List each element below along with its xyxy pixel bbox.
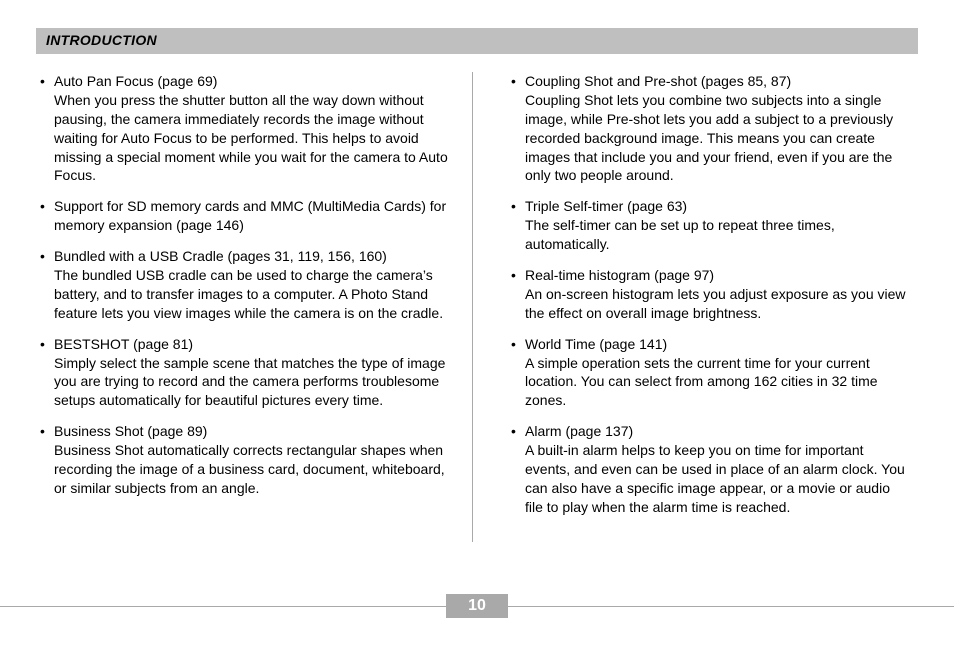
right-column: Coupling Shot and Pre-shot (pages 85, 87… xyxy=(479,72,909,552)
page-footer: 10 xyxy=(0,594,954,618)
feature-body: The self-timer can be set up to repeat t… xyxy=(525,216,909,254)
feature-title: Alarm (page 137) xyxy=(525,423,633,439)
feature-body: Coupling Shot lets you combine two subje… xyxy=(525,91,909,185)
section-header-title: INTRODUCTION xyxy=(46,32,157,48)
feature-title: Coupling Shot and Pre-shot (pages 85, 87… xyxy=(525,73,791,89)
list-item: Alarm (page 137) A built-in alarm helps … xyxy=(511,422,909,516)
feature-title: BESTSHOT (page 81) xyxy=(54,336,193,352)
feature-title: Business Shot (page 89) xyxy=(54,423,207,439)
list-item: World Time (page 141) A simple operation… xyxy=(511,335,909,411)
feature-body: A simple operation sets the current time… xyxy=(525,354,909,411)
column-divider xyxy=(472,72,473,542)
feature-title: World Time (page 141) xyxy=(525,336,667,352)
list-item: Triple Self-timer (page 63) The self-tim… xyxy=(511,197,909,254)
feature-title: Triple Self-timer (page 63) xyxy=(525,198,687,214)
feature-body: Business Shot automatically corrects rec… xyxy=(54,441,448,498)
page-container: INTRODUCTION Auto Pan Focus (page 69) Wh… xyxy=(0,0,954,646)
feature-title: Real-time histogram (page 97) xyxy=(525,267,714,283)
feature-list-left: Auto Pan Focus (page 69) When you press … xyxy=(40,72,448,498)
feature-list-right: Coupling Shot and Pre-shot (pages 85, 87… xyxy=(511,72,909,517)
feature-body: The bundled USB cradle can be used to ch… xyxy=(54,266,448,323)
list-item: Auto Pan Focus (page 69) When you press … xyxy=(40,72,448,185)
list-item: Real-time histogram (page 97) An on-scre… xyxy=(511,266,909,323)
list-item: Support for SD memory cards and MMC (Mul… xyxy=(40,197,448,235)
feature-body: An on-screen histogram lets you adjust e… xyxy=(525,285,909,323)
section-header-bar: INTRODUCTION xyxy=(36,28,918,54)
footer-rule-left xyxy=(0,606,446,607)
list-item: Coupling Shot and Pre-shot (pages 85, 87… xyxy=(511,72,909,185)
list-item: Bundled with a USB Cradle (pages 31, 119… xyxy=(40,247,448,323)
page-number: 10 xyxy=(446,594,508,618)
two-column-layout: Auto Pan Focus (page 69) When you press … xyxy=(36,72,918,552)
footer-rule-right xyxy=(508,606,954,607)
list-item: BESTSHOT (page 81) Simply select the sam… xyxy=(40,335,448,411)
list-item: Business Shot (page 89) Business Shot au… xyxy=(40,422,448,498)
feature-body: When you press the shutter button all th… xyxy=(54,91,448,185)
feature-body: Simply select the sample scene that matc… xyxy=(54,354,448,411)
left-column: Auto Pan Focus (page 69) When you press … xyxy=(36,72,466,552)
feature-title: Bundled with a USB Cradle (pages 31, 119… xyxy=(54,248,387,264)
feature-title: Auto Pan Focus (page 69) xyxy=(54,73,217,89)
feature-title: Support for SD memory cards and MMC (Mul… xyxy=(54,198,446,233)
feature-body: A built-in alarm helps to keep you on ti… xyxy=(525,441,909,517)
